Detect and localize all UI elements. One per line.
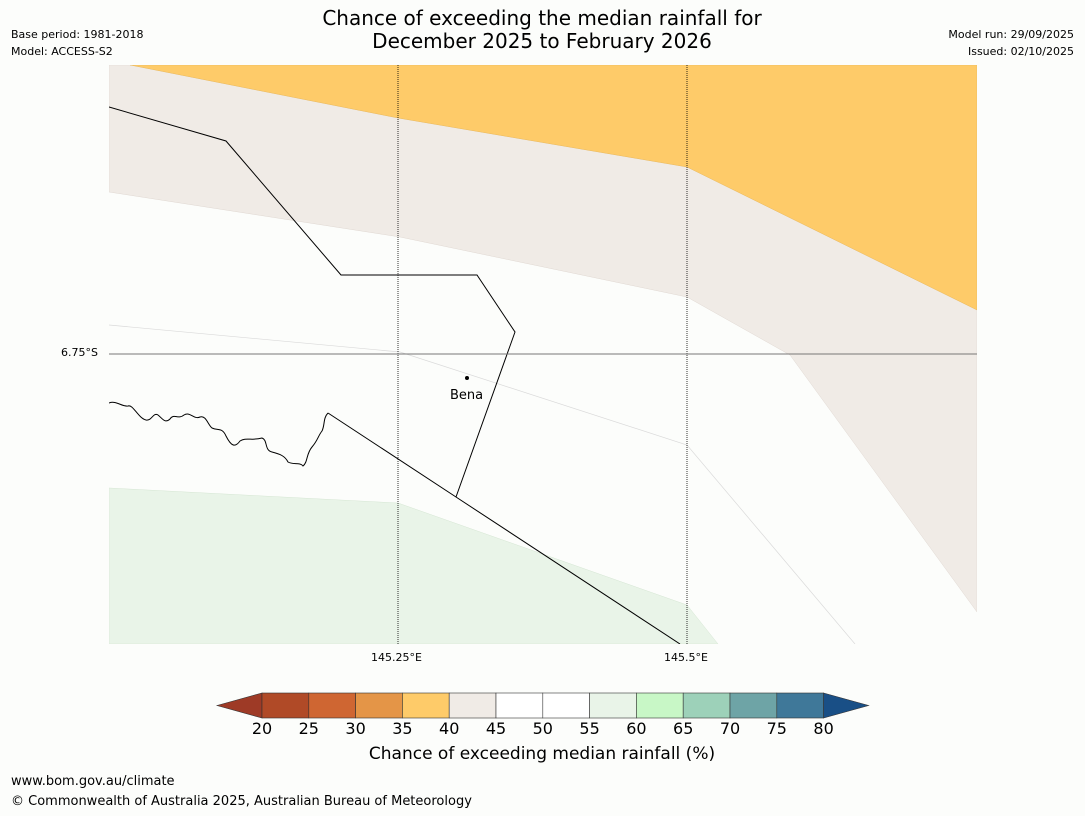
colorbar-extend-high	[823, 692, 870, 719]
contour-line	[109, 324, 856, 644]
colorbar-label: Chance of exceeding median rainfall (%)	[368, 744, 716, 764]
colorbar-tick-label: 80	[813, 719, 834, 738]
zone-35-40	[129, 65, 977, 311]
colorbar-tick-label: 50	[532, 719, 553, 738]
colorbar-segment	[542, 692, 590, 719]
colorbar-tick-label: 75	[766, 719, 787, 738]
longitude-label: 145.25°E	[371, 651, 422, 664]
footer-url[interactable]: www.bom.gov.au/climate	[11, 774, 175, 789]
colorbar-segment	[729, 692, 778, 719]
colorbar-tick-label: 30	[345, 719, 366, 738]
zone-55-60	[109, 487, 719, 644]
province-boundary	[109, 106, 516, 498]
colorbar-segment	[448, 692, 497, 719]
colorbar-extend-low	[215, 692, 263, 719]
model-name: Model: ACCESS-S2	[11, 45, 113, 58]
colorbar-segment	[776, 692, 824, 719]
colorbar-segment	[261, 692, 310, 719]
colorbar-segment	[355, 692, 403, 719]
colorbar	[215, 692, 870, 719]
issued-date: Issued: 02/10/2025	[967, 45, 1074, 58]
meta-left: Base period: 1981-2018 Model: ACCESS-S2	[11, 26, 143, 60]
longitude-label: 145.5°E	[664, 651, 708, 664]
footer-copyright: © Commonwealth of Australia 2025, Austra…	[11, 794, 472, 809]
meta-right: Model run: 29/09/2025 Issued: 02/10/2025	[948, 26, 1074, 60]
town-marker[interactable]	[465, 376, 469, 380]
colorbar-segment	[402, 692, 450, 719]
colorbar-tick-label: 60	[626, 719, 647, 738]
colorbar-segment	[636, 692, 684, 719]
map-area	[109, 65, 977, 644]
coastline	[109, 401, 329, 467]
colorbar-tick-label: 40	[439, 719, 460, 738]
colorbar-tick-label: 20	[251, 719, 273, 738]
colorbar-segment	[308, 692, 356, 719]
colorbar-tick-label: 55	[579, 719, 600, 738]
model-run: Model run: 29/09/2025	[948, 28, 1074, 41]
base-period: Base period: 1981-2018	[11, 28, 144, 41]
map-title: Chance of exceeding the median rainfall …	[242, 7, 842, 53]
latitude-label: 6.75°S	[61, 346, 98, 359]
town-label: Bena	[450, 388, 484, 403]
colorbar-segment	[495, 692, 544, 719]
colorbar-tick-label: 45	[485, 719, 507, 738]
colorbar-tick-label: 65	[673, 719, 694, 738]
province-boundary	[327, 412, 681, 644]
title-line-1: Chance of exceeding the median rainfall …	[322, 6, 762, 30]
colorbar-tick-label: 70	[719, 719, 741, 738]
colorbar-segment	[589, 692, 637, 719]
title-line-2: December 2025 to February 2026	[372, 29, 712, 53]
colorbar-tick-label: 35	[392, 719, 413, 738]
colorbar-segment	[682, 692, 731, 719]
colorbar-tick-label: 25	[298, 719, 319, 738]
